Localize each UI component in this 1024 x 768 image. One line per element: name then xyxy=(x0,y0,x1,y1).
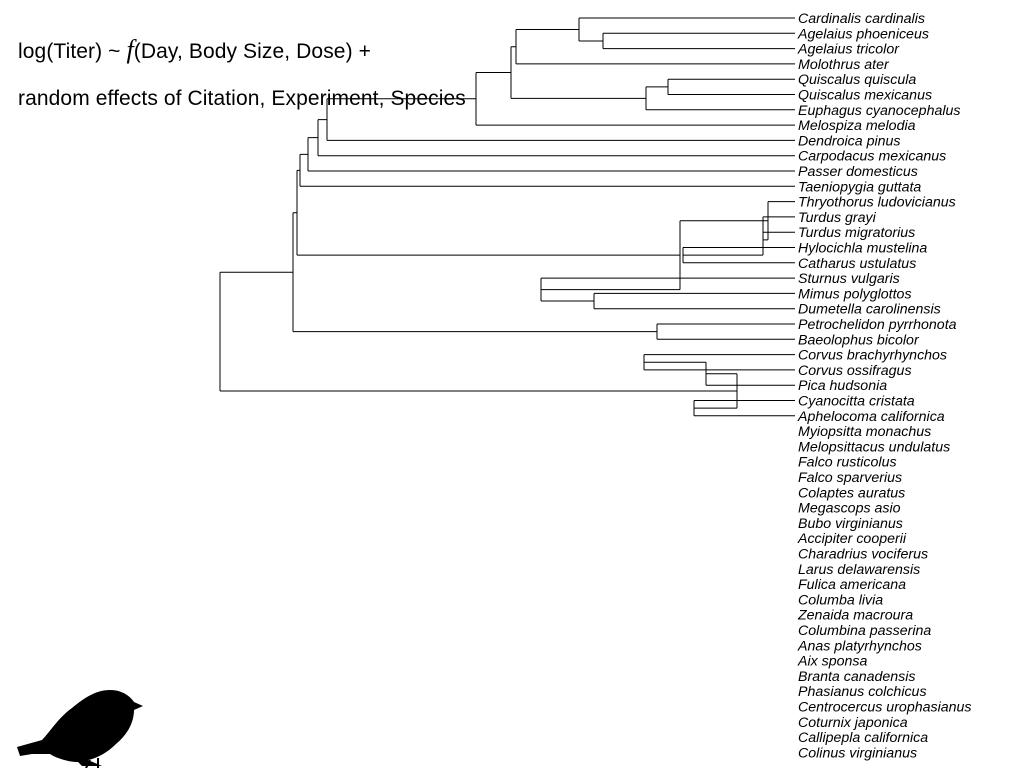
species-label: Turdus migratorius xyxy=(798,225,915,241)
species-label: Melospiza melodia xyxy=(798,118,916,134)
species-label: Anas platyrhynchos xyxy=(797,638,922,654)
species-label: Melopsittacus undulatus xyxy=(798,439,950,455)
species-label: Coturnix japonica xyxy=(798,715,908,731)
species-label: Colaptes auratus xyxy=(798,485,905,501)
species-label: Columba livia xyxy=(798,592,883,608)
species-label: Columbina passerina xyxy=(798,623,931,639)
species-label: Falco sparverius xyxy=(798,470,902,486)
species-label: Hylocichla mustelina xyxy=(798,241,927,257)
species-label: Passer domesticus xyxy=(798,164,918,180)
species-label: Agelaius phoeniceus xyxy=(797,26,929,42)
species-label: Callipepla californica xyxy=(798,730,928,746)
species-label: Fulica americana xyxy=(798,577,906,593)
tree-branches xyxy=(219,17,795,417)
title-part-1: log(Titer) ~ xyxy=(18,40,127,63)
species-label: Molothrus ater xyxy=(798,57,890,73)
species-label: Aix sponsa xyxy=(797,654,868,670)
species-label: Euphagus cyanocephalus xyxy=(798,103,961,119)
species-label: Colinus virginianus xyxy=(798,745,917,761)
sparrow-silhouette-icon xyxy=(17,690,143,768)
species-label: Corvus brachyrhynchos xyxy=(798,348,947,364)
species-label: Phasianus colchicus xyxy=(798,684,927,700)
title-line-1: log(Titer) ~ f(Day, Body Size, Dose) + xyxy=(18,26,466,75)
species-label: Quiscalus quiscula xyxy=(798,72,916,88)
species-label: Carpodacus mexicanus xyxy=(798,149,946,165)
species-label: Accipiter cooperii xyxy=(797,531,907,547)
species-label: Dumetella carolinensis xyxy=(798,302,941,318)
species-label: Sturnus vulgaris xyxy=(798,271,900,287)
species-label: Baeolophus bicolor xyxy=(798,332,920,348)
species-label: Taeniopygia guttata xyxy=(798,179,921,195)
species-label: Dendroica pinus xyxy=(798,133,901,149)
species-label: Cardinalis cardinalis xyxy=(798,11,925,27)
species-label: Corvus ossifragus xyxy=(798,363,912,379)
species-label: Pica hudsonia xyxy=(798,378,887,394)
title-f-symbol: f xyxy=(126,35,134,64)
species-label: Megascops asio xyxy=(798,501,901,517)
species-label: Turdus grayi xyxy=(798,210,877,226)
species-label: Agelaius tricolor xyxy=(797,42,900,58)
species-label: Aphelocoma californica xyxy=(797,409,945,425)
species-label: Petrochelidon pyrrhonota xyxy=(798,317,957,333)
species-label: Cyanocitta cristata xyxy=(798,394,915,410)
title-part-2: (Day, Body Size, Dose) + xyxy=(133,40,371,63)
species-label: Charadrius vociferus xyxy=(798,547,928,563)
species-label: Thryothorus ludovicianus xyxy=(798,195,956,211)
title-line-2: random effects of Citation, Experiment, … xyxy=(18,87,466,110)
species-label: Larus delawarensis xyxy=(798,562,920,578)
species-label: Bubo virginianus xyxy=(798,516,903,532)
species-label: Branta canadensis xyxy=(798,669,916,685)
species-label: Catharus ustulatus xyxy=(798,256,916,272)
species-label: Falco rusticolus xyxy=(798,455,897,471)
species-label: Quiscalus mexicanus xyxy=(798,88,932,104)
species-label: Mimus polyglottos xyxy=(798,286,912,302)
slide-title: log(Titer) ~ f(Day, Body Size, Dose) + r… xyxy=(18,26,466,122)
species-label: Centrocercus urophasianus xyxy=(798,700,972,716)
species-label: Myiopsitta monachus xyxy=(798,424,931,440)
species-label: Zenaida macroura xyxy=(797,608,913,624)
